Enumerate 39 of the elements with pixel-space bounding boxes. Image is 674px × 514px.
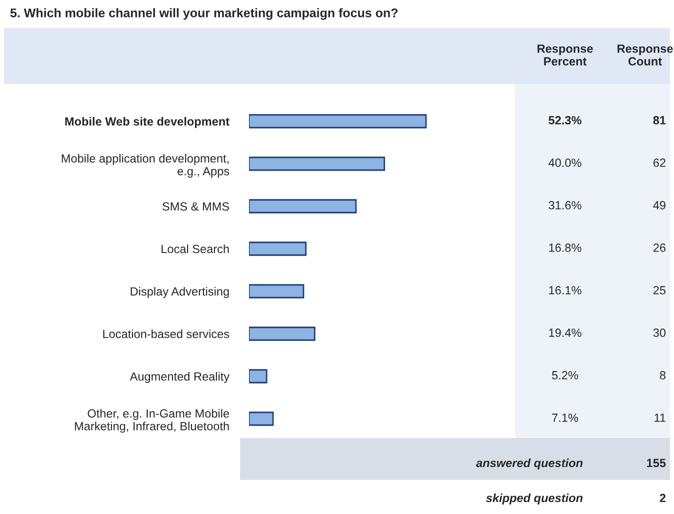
bar	[249, 114, 427, 128]
y-tick-label: Mobile Web site development	[65, 116, 230, 128]
data-label: 5.2%	[552, 371, 578, 380]
text: 30	[653, 328, 666, 337]
data-label: 40.0%	[548, 158, 582, 167]
bar	[249, 369, 268, 384]
y-tick-label: Augmented Reality	[130, 372, 230, 383]
data-label: 7.1%	[552, 414, 578, 422]
text: skipped question	[486, 494, 583, 505]
y-tick-label: Display Advertising	[130, 286, 229, 298]
text: 49	[653, 201, 666, 210]
text: 25	[653, 286, 666, 294]
text: 81	[653, 116, 666, 124]
data-label: 19.4%	[549, 328, 582, 337]
y-tick-label: Local Search	[162, 244, 229, 254]
data-label: 31.6%	[548, 201, 582, 210]
text: Response Count	[618, 44, 673, 66]
chart-title: 5. Which mobile channel will your marketing campaign focus on?	[10, 8, 398, 20]
data-label: 16.8%	[549, 244, 582, 252]
text: Response Percent	[538, 44, 593, 66]
bar	[249, 326, 316, 341]
data-label: 16.1%	[549, 286, 582, 294]
text: 2	[660, 494, 666, 502]
data-label: 52.3%	[548, 116, 582, 124]
bar	[249, 412, 274, 426]
bar	[249, 242, 307, 256]
bar	[249, 199, 357, 214]
text: 155	[647, 458, 666, 468]
y-tick-label: Mobile application development, e.g., Apps	[62, 154, 230, 178]
text: 8	[660, 371, 666, 380]
text: answered question	[476, 458, 583, 470]
bar	[249, 284, 304, 298]
y-tick-label: Other, e.g. In-Game Mobile Marketing, Infrared, Bluetooth	[75, 408, 230, 433]
bar	[249, 156, 386, 171]
text: 62	[653, 158, 666, 167]
y-tick-label: SMS & MMS	[162, 202, 230, 211]
text: 11	[654, 414, 666, 422]
y-tick-label: Location-based services	[103, 329, 230, 338]
text: 26	[653, 244, 666, 252]
